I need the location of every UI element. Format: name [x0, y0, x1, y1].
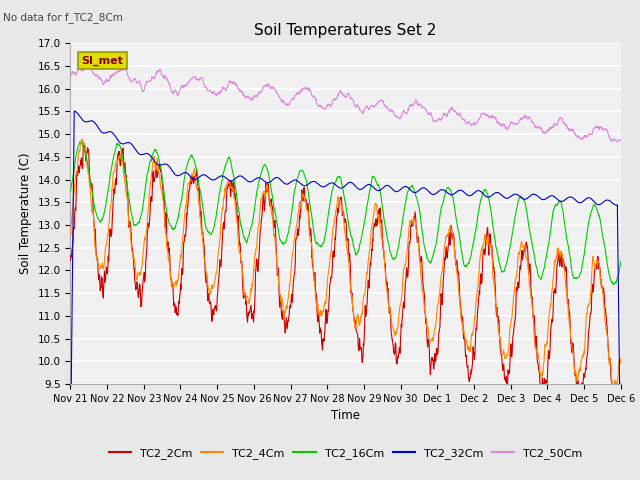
TC2_32Cm [617, 477, 625, 480]
TC2_32Cm [70, 108, 78, 114]
TC2_4Cm [504, 353, 511, 359]
TC2_50Cm [82, 62, 90, 68]
X-axis label: Time: Time [331, 409, 360, 422]
TC2_32Cm [67, 460, 74, 466]
TC2_4Cm [552, 257, 559, 263]
TC2_50Cm [504, 126, 511, 132]
Text: SI_met: SI_met [81, 56, 124, 66]
TC2_4Cm [189, 171, 197, 177]
Title: Soil Temperatures Set 2: Soil Temperatures Set 2 [255, 23, 436, 38]
TC2_32Cm [431, 191, 439, 197]
Line: TC2_50Cm: TC2_50Cm [70, 65, 621, 142]
TC2_2Cm [189, 180, 197, 185]
TC2_16Cm [176, 205, 184, 211]
TC2_50Cm [617, 137, 625, 143]
TC2_16Cm [251, 204, 259, 210]
TC2_50Cm [189, 74, 197, 80]
TC2_2Cm [251, 298, 259, 304]
TC2_50Cm [552, 122, 559, 128]
TC2_50Cm [67, 72, 74, 78]
Legend: TC2_2Cm, TC2_4Cm, TC2_16Cm, TC2_32Cm, TC2_50Cm: TC2_2Cm, TC2_4Cm, TC2_16Cm, TC2_32Cm, TC… [104, 444, 587, 464]
TC2_4Cm [78, 136, 86, 142]
TC2_4Cm [431, 324, 439, 330]
TC2_2Cm [614, 406, 621, 411]
Line: TC2_4Cm: TC2_4Cm [70, 139, 621, 391]
TC2_2Cm [176, 292, 184, 298]
TC2_4Cm [176, 258, 184, 264]
TC2_4Cm [609, 388, 616, 394]
TC2_32Cm [251, 177, 259, 182]
TC2_4Cm [251, 253, 259, 259]
Y-axis label: Soil Temperature (C): Soil Temperature (C) [19, 153, 32, 275]
TC2_32Cm [176, 172, 184, 178]
TC2_16Cm [189, 156, 197, 161]
TC2_50Cm [176, 87, 184, 93]
Line: TC2_2Cm: TC2_2Cm [70, 144, 621, 408]
TC2_32Cm [189, 176, 197, 182]
TC2_50Cm [431, 118, 439, 123]
TC2_16Cm [552, 202, 559, 207]
TC2_16Cm [431, 244, 439, 250]
TC2_16Cm [609, 282, 617, 288]
Line: TC2_16Cm: TC2_16Cm [70, 142, 621, 285]
TC2_2Cm [431, 359, 439, 364]
TC2_32Cm [504, 195, 511, 201]
TC2_2Cm [617, 387, 625, 393]
TC2_2Cm [504, 382, 511, 388]
TC2_4Cm [67, 231, 74, 237]
TC2_16Cm [76, 139, 84, 145]
TC2_4Cm [617, 356, 625, 361]
TC2_50Cm [251, 93, 259, 98]
TC2_16Cm [617, 258, 625, 264]
TC2_16Cm [504, 258, 511, 264]
TC2_2Cm [67, 258, 74, 264]
TC2_2Cm [552, 290, 559, 296]
TC2_2Cm [80, 141, 88, 146]
TC2_16Cm [67, 188, 74, 194]
TC2_32Cm [552, 195, 559, 201]
Line: TC2_32Cm: TC2_32Cm [70, 111, 621, 480]
TC2_50Cm [613, 139, 621, 145]
Text: No data for f_TC2_8Cm: No data for f_TC2_8Cm [3, 12, 123, 23]
